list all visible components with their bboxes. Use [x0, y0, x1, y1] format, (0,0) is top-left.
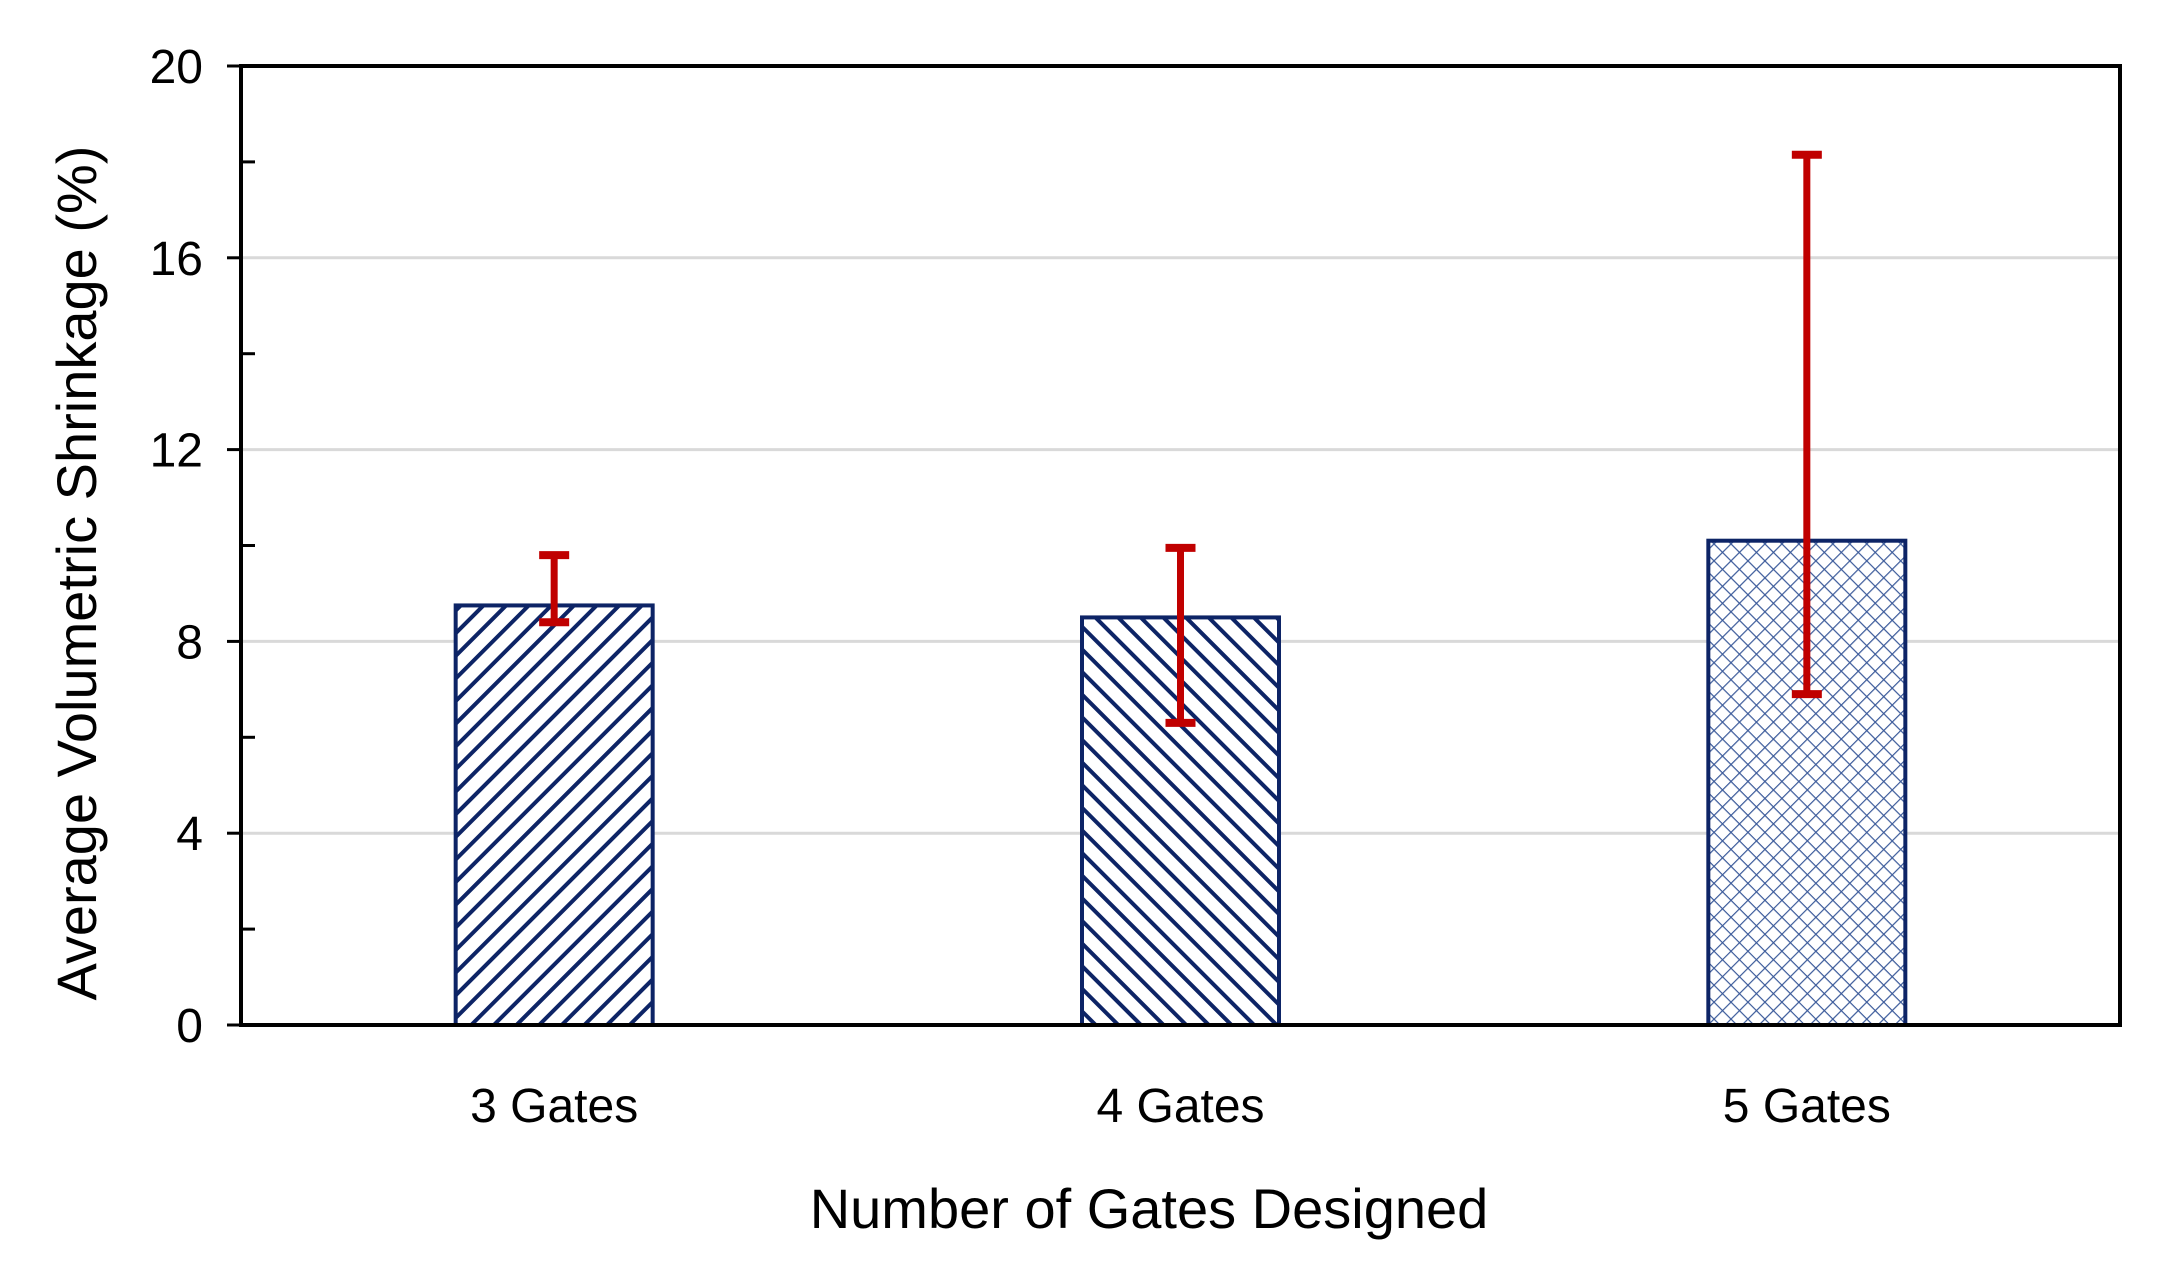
error-bar-3 — [1791, 150, 1822, 699]
x-tick-label: 3 Gates — [470, 1080, 638, 1133]
error-bar-1 — [539, 551, 570, 627]
y-tick-label: 12 — [150, 425, 203, 478]
x-tick-label: 4 Gates — [1096, 1080, 1264, 1133]
error-bar-2 — [1165, 543, 1196, 727]
tick-labels: 3 Gates 4 Gates 5 Gates 0 4 8 12 16 20 — [150, 41, 1891, 1133]
bar-1 — [453, 603, 655, 1027]
x-tick-label: 5 Gates — [1723, 1080, 1891, 1133]
y-axis-title: Average Volumetric Shrinkage (%) — [45, 146, 108, 1001]
y-tick-label: 0 — [176, 1000, 203, 1053]
x-axis-title: Number of Gates Designed — [810, 1177, 1489, 1240]
axes — [227, 64, 2122, 1027]
y-tick-label: 8 — [176, 616, 203, 669]
error-bars — [539, 150, 1822, 727]
y-tick-label: 20 — [150, 41, 203, 94]
y-tick-label: 4 — [176, 808, 203, 861]
y-tick-label: 16 — [150, 233, 203, 286]
